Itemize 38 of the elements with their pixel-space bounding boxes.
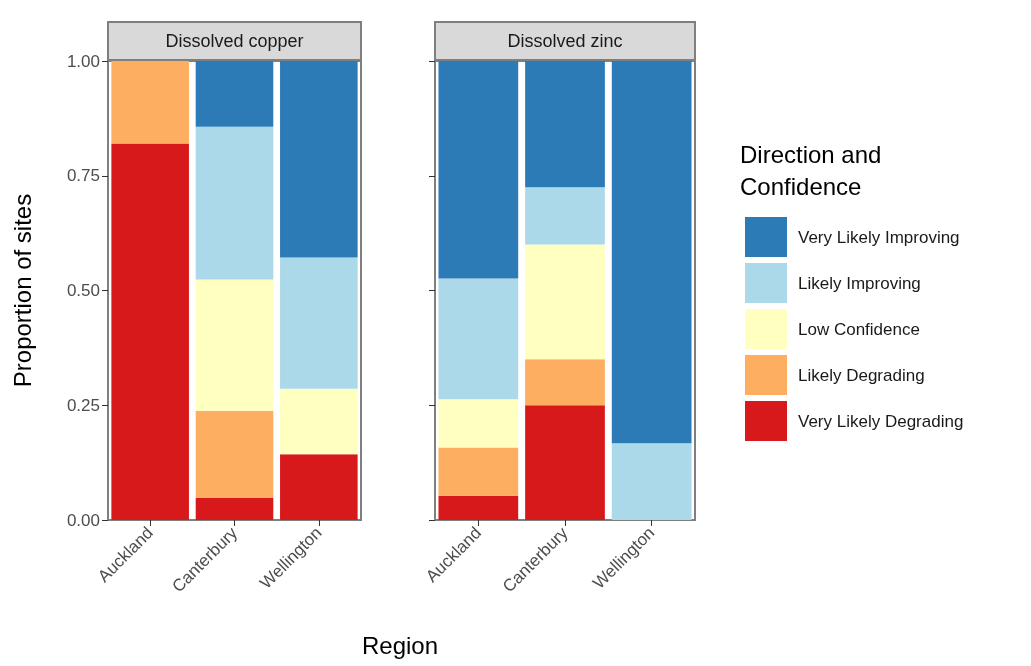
bar — [525, 244, 605, 360]
bar — [280, 257, 358, 389]
legend-label: Very Likely Degrading — [798, 411, 964, 431]
legend-label: Likely Improving — [798, 273, 921, 293]
bar — [111, 61, 189, 144]
bar — [195, 126, 274, 280]
bar — [438, 447, 519, 496]
bar — [611, 443, 692, 520]
bar — [525, 61, 605, 188]
chart-title: Dissolved copper — [165, 31, 304, 51]
bar — [525, 187, 605, 245]
bar — [195, 279, 274, 411]
y-tick-label: 1.00 — [66, 51, 100, 71]
legend-label: Likely Degrading — [798, 365, 925, 385]
legend-label: Low Confidence — [798, 319, 920, 339]
bar — [280, 388, 358, 455]
bar — [280, 454, 358, 520]
chart-title: Dissolved zinc — [507, 31, 623, 51]
y-tick-label: 0.25 — [66, 395, 100, 415]
y-tick-label: 0.75 — [66, 166, 100, 186]
bar — [438, 399, 519, 448]
y-tick-label: 0.50 — [66, 281, 100, 300]
bar — [438, 278, 519, 400]
y-tick-label: 0.00 — [66, 510, 100, 530]
bar — [438, 495, 519, 520]
bar — [195, 410, 274, 498]
x-axis-title: Region — [360, 632, 440, 660]
bar — [525, 359, 605, 406]
bar — [280, 61, 358, 258]
legend-title: Direction and Confidence — [740, 140, 889, 200]
bar — [611, 61, 692, 444]
bar — [195, 61, 274, 127]
legend-label: Very Likely Improving — [798, 227, 960, 247]
bar — [111, 143, 189, 520]
bar — [195, 497, 274, 520]
bar — [438, 61, 519, 279]
y-axis-title: Proportion of sites — [8, 193, 36, 388]
bar — [525, 405, 605, 520]
